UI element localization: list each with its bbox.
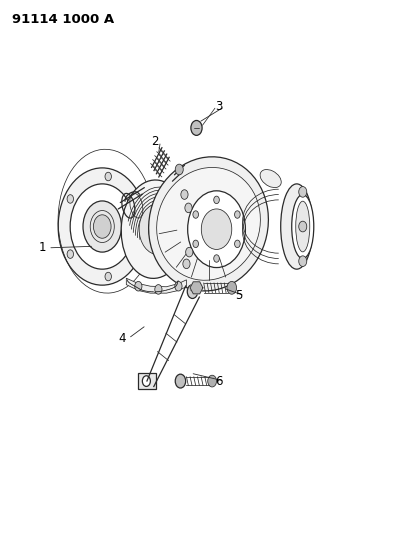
Circle shape bbox=[139, 204, 178, 255]
Circle shape bbox=[67, 250, 73, 259]
Ellipse shape bbox=[149, 157, 268, 291]
Circle shape bbox=[227, 281, 237, 294]
Circle shape bbox=[183, 259, 190, 269]
Circle shape bbox=[135, 281, 142, 291]
Circle shape bbox=[67, 195, 73, 203]
Circle shape bbox=[185, 203, 192, 213]
Circle shape bbox=[299, 187, 307, 197]
Circle shape bbox=[214, 196, 219, 204]
Circle shape bbox=[299, 221, 307, 232]
Ellipse shape bbox=[292, 195, 314, 259]
Circle shape bbox=[193, 240, 198, 247]
Circle shape bbox=[93, 215, 111, 238]
Circle shape bbox=[235, 240, 240, 247]
Circle shape bbox=[136, 209, 142, 217]
Circle shape bbox=[214, 255, 219, 262]
Ellipse shape bbox=[157, 167, 260, 280]
Circle shape bbox=[70, 184, 134, 269]
Polygon shape bbox=[190, 282, 203, 294]
Circle shape bbox=[175, 281, 182, 291]
Text: 3: 3 bbox=[215, 100, 222, 113]
Circle shape bbox=[175, 374, 186, 388]
Circle shape bbox=[105, 272, 111, 281]
Text: 91114 1000 A: 91114 1000 A bbox=[12, 13, 114, 26]
Circle shape bbox=[142, 376, 150, 386]
Text: 2: 2 bbox=[151, 135, 158, 148]
Text: 1: 1 bbox=[38, 241, 46, 254]
Circle shape bbox=[193, 211, 198, 219]
Circle shape bbox=[201, 209, 232, 249]
Circle shape bbox=[187, 285, 198, 298]
Polygon shape bbox=[126, 278, 186, 293]
Circle shape bbox=[235, 211, 240, 219]
Circle shape bbox=[175, 164, 183, 175]
Ellipse shape bbox=[296, 201, 310, 252]
Circle shape bbox=[83, 201, 122, 252]
Text: 4: 4 bbox=[119, 332, 126, 345]
Circle shape bbox=[58, 168, 146, 285]
Ellipse shape bbox=[121, 180, 188, 278]
Circle shape bbox=[208, 375, 217, 387]
Circle shape bbox=[191, 120, 202, 135]
Circle shape bbox=[186, 247, 193, 257]
Circle shape bbox=[105, 172, 111, 181]
Circle shape bbox=[299, 256, 307, 266]
Circle shape bbox=[181, 190, 188, 199]
Ellipse shape bbox=[260, 169, 281, 188]
Ellipse shape bbox=[281, 184, 313, 269]
Polygon shape bbox=[138, 373, 156, 389]
Text: 6: 6 bbox=[215, 375, 222, 387]
Circle shape bbox=[148, 216, 168, 243]
Circle shape bbox=[155, 285, 162, 294]
Text: 5: 5 bbox=[235, 289, 242, 302]
Circle shape bbox=[136, 236, 142, 244]
Circle shape bbox=[188, 191, 245, 268]
